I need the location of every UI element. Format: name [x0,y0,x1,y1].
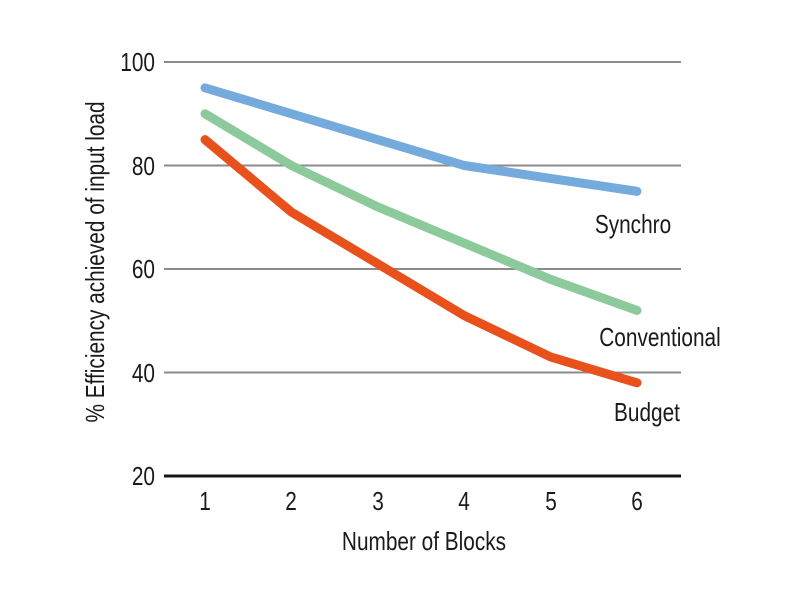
x-tick-label-2: 2 [285,486,298,516]
x-axis-title: Number of Blocks [341,526,507,556]
series-line-budget [200,135,642,388]
x-tick-label-3: 3 [372,486,384,516]
y-tick-label-80: 80 [131,150,155,181]
y-tick-label-40: 40 [131,357,155,388]
y-tick-label-60: 60 [131,254,155,284]
y-tick-label-20: 20 [131,461,155,491]
x-tick-label-5: 5 [544,486,557,516]
y-tick-label-100: 100 [120,47,155,77]
series-line-conventional [200,109,642,315]
x-tick-label-4: 4 [458,486,470,516]
series-label-synchro: Synchro [594,209,672,240]
series-line-synchro [200,83,642,196]
series-label-conventional: Conventional [599,322,721,353]
x-tick-label-1: 1 [199,486,211,516]
series-label-budget: Budget [614,396,680,427]
x-tick-label-6: 6 [631,486,643,516]
